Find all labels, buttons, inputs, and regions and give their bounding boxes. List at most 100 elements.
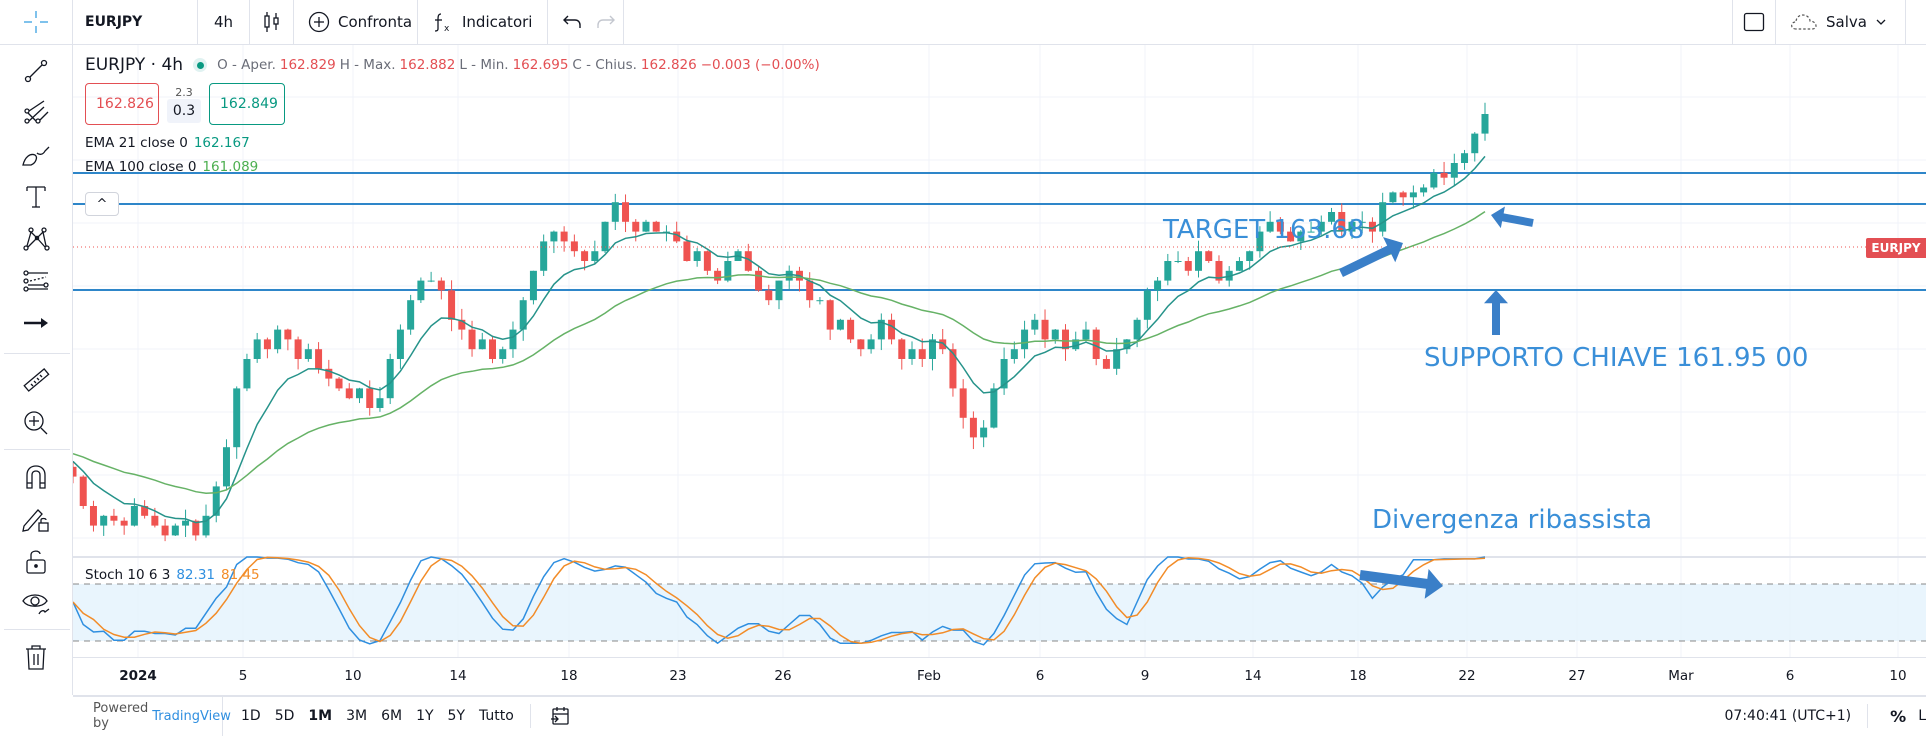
lock-all-tool[interactable] [18,543,54,579]
range-button-1d[interactable]: 1D [241,708,261,724]
indicators-button[interactable]: x Indicatori [418,0,548,45]
close-label: C - Chius. [572,57,637,73]
unlock-icon [24,547,48,575]
candles-icon [262,11,282,33]
remove-drawings-tool[interactable] [18,639,54,675]
range-button-tutto[interactable]: Tutto [479,708,514,724]
compare-button[interactable]: Confronta [294,0,418,45]
buy-button[interactable]: 162.849 [209,83,285,125]
tradingview-link[interactable]: TradingView [152,708,231,724]
chevron-up-icon: ^ [96,196,108,212]
target-annotation[interactable]: TARGET 163.68 [1163,215,1365,245]
time-tick: 27 [1568,668,1586,684]
ema100-label: EMA 100 close 0 [85,159,197,175]
annotation-arrow [1484,290,1508,335]
annotation-arrow [1339,237,1403,278]
ruler-icon [21,366,51,396]
crosshair-button[interactable] [0,0,73,45]
toolbar-spacer [624,0,1732,45]
layout-icon [1743,12,1765,32]
drawing-toolbar [0,45,73,695]
collapse-legend-button[interactable]: ^ [85,192,119,216]
compare-label: Confronta [338,13,413,31]
range-button-5y[interactable]: 5Y [447,708,465,724]
more-button[interactable] [1906,0,1926,45]
clock-timezone[interactable]: 07:40:41 (UTC+1) [1725,704,1869,728]
date-range-buttons: 1D 5D 1M 3M 6M 1Y 5Y Tutto [223,708,514,724]
save-button[interactable]: Salva [1776,0,1906,45]
time-tick: 6 [1035,668,1045,684]
range-button-6m[interactable]: 6M [381,708,403,724]
layout-button[interactable] [1732,0,1776,45]
arrow-tool[interactable] [18,305,54,341]
text-tool[interactable] [18,179,54,215]
time-tick: Feb [917,668,941,684]
range-button-1y[interactable]: 1Y [416,708,434,724]
log-scale-toggle[interactable]: L [1918,708,1926,724]
stoch-k-value: 82.31 [176,567,215,583]
lock-drawings-tool[interactable] [18,501,54,537]
range-button-1m[interactable]: 1M [308,708,333,724]
open-label: O - Aper. [217,57,276,73]
change-value: −0.003 (−0.00%) [700,57,820,73]
ema100-legend[interactable]: EMA 100 close 0 161.089 [85,159,820,175]
ema21-label: EMA 21 close 0 [85,135,188,151]
pattern-tool[interactable] [18,221,54,257]
goto-date-button[interactable] [529,704,571,728]
chart-type-button[interactable] [250,0,294,45]
powered-by[interactable]: Powered by TradingView [73,696,231,736]
ema21-legend[interactable]: EMA 21 close 0 162.167 [85,135,820,151]
close-value: 162.826 [640,57,697,73]
forecast-tool[interactable] [18,263,54,299]
toolbar-divider [4,449,70,450]
time-tick: 5 [238,668,248,684]
open-value: 162.829 [279,57,336,73]
chart-pane[interactable]: EURJPY · 4h O - Aper. 162.829 H - Max. 162… [73,45,1926,657]
time-tick: 18 [1349,668,1367,684]
time-tick: 9 [1140,668,1150,684]
time-tick: 14 [449,668,467,684]
spread-display: 2.3 0.3 [165,86,203,123]
ema100-value: 161.089 [202,159,259,175]
chevron-down-icon[interactable] [1875,18,1887,26]
sell-button[interactable]: 162.826 [85,83,159,125]
powered-prefix: Powered by [93,701,149,731]
redo-icon[interactable] [596,14,616,30]
bottom-toolbar: Powered by TradingView 1D 5D 1M 3M 6M 1Y 5Y Tut… [73,695,1926,736]
fx-icon: x [432,11,454,33]
percent-scale-toggle[interactable]: % [1890,706,1907,726]
stoch-legend[interactable]: Stoch 10 6 3 82.31 81.45 [85,567,260,583]
stoch-label: Stoch 10 6 3 [85,567,171,583]
arrow-icon [22,316,50,330]
interval-label: 4h [213,13,234,31]
symbol-search-button[interactable]: EURJPY [73,0,198,45]
brush-tool[interactable] [18,137,54,173]
pitchfork-tool[interactable] [18,95,54,131]
crosshair-icon [21,7,51,37]
support-annotation[interactable]: SUPPORTO CHIAVE 161.95 00 [1424,343,1809,373]
magnet-tool[interactable] [18,459,54,495]
time-tick: Mar [1668,668,1694,684]
low-label: L - Min. [459,57,509,73]
sell-price: 162.826 [96,96,154,112]
divergence-annotation[interactable]: Divergenza ribassista [1372,505,1653,535]
range-button-3m[interactable]: 3M [346,708,368,724]
measure-tool[interactable] [18,363,54,399]
undo-redo-group [548,0,624,45]
zoom-in-icon [22,409,50,437]
trend-line-icon [22,57,50,85]
pattern-icon [22,225,50,253]
zoom-in-tool[interactable] [18,405,54,441]
price-chart[interactable] [73,45,1926,657]
hide-drawings-tool[interactable] [18,585,54,621]
time-axis[interactable]: 2024 5 10 14 18 23 26 Feb 6 9 14 18 22 27 Mar 6 10 [73,657,1926,695]
legend-symbol-title[interactable]: EURJPY · 4h [85,55,184,75]
undo-icon[interactable] [562,14,582,30]
time-tick: 14 [1244,668,1262,684]
interval-button[interactable]: 4h [198,0,250,45]
range-button-5d[interactable]: 5D [274,708,295,724]
ohlc-values: O - Aper. 162.829 H - Max. 162.882 L - Min… [217,57,820,73]
trend-line-tool[interactable] [18,53,54,89]
save-label: Salva [1826,13,1867,31]
market-open-indicator [193,58,208,72]
